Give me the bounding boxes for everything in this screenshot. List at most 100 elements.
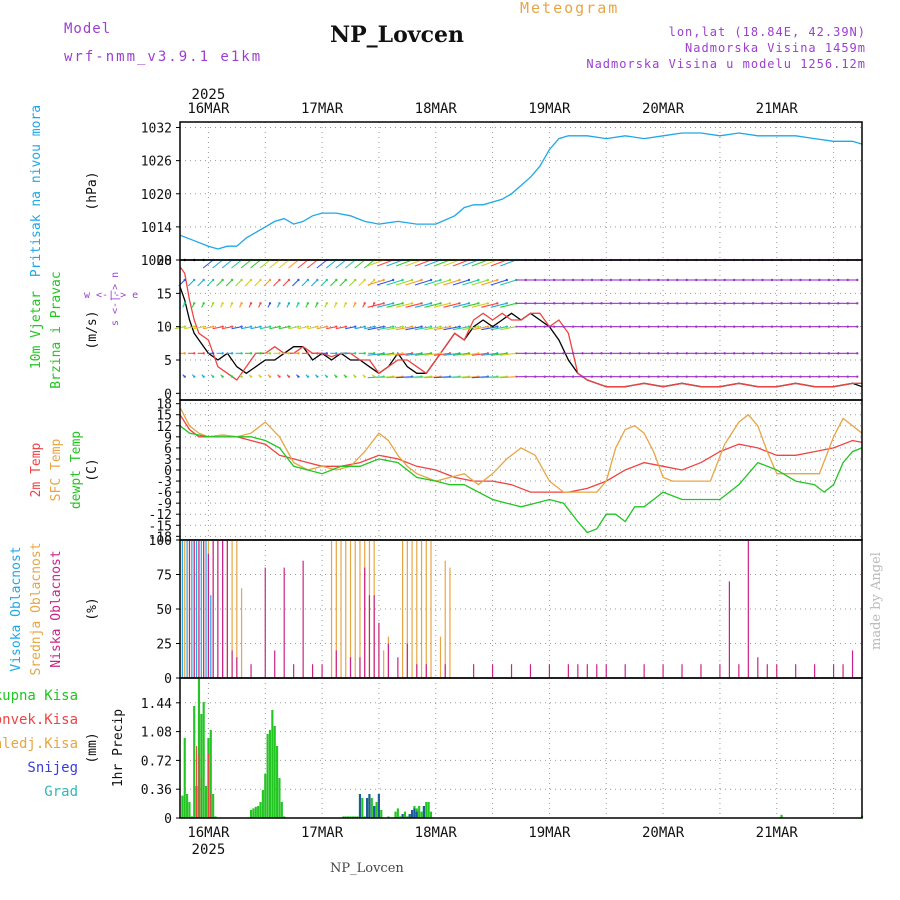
wind-arrow xyxy=(414,376,432,379)
precip-bar-total xyxy=(209,730,212,818)
wind-arrow xyxy=(395,259,413,267)
precip-bar-total xyxy=(252,808,255,818)
wind-arrow xyxy=(481,376,498,379)
precip-bar-total xyxy=(254,806,257,818)
wind-arrow-head xyxy=(268,325,272,328)
wind-arrow-head xyxy=(856,325,859,328)
wind-arrow xyxy=(462,376,479,379)
precip-bar-total xyxy=(202,702,205,818)
wind-arrow xyxy=(377,352,394,356)
precip-bar-snow xyxy=(408,814,411,818)
wind-arrow-head xyxy=(221,278,224,282)
precip-bar-total xyxy=(276,746,279,818)
tick-label-temperature: 3 xyxy=(164,453,172,468)
wind-arrow xyxy=(335,259,347,269)
wind-arrow-head xyxy=(325,375,329,378)
wind-arrow-head xyxy=(221,352,224,355)
wind-arrow xyxy=(344,259,356,269)
wind-arrow-head xyxy=(230,352,234,355)
wind-arrow-head xyxy=(249,375,253,378)
wind-arrow xyxy=(278,259,290,269)
unit-label-temperature: (C) xyxy=(85,458,100,481)
precip-legend-item: Grad xyxy=(44,784,78,800)
wind-arrow xyxy=(307,326,318,330)
wind-arrow xyxy=(288,259,299,269)
wind-arrow xyxy=(414,326,432,331)
wind-arrow xyxy=(405,259,422,267)
wind-arrow xyxy=(433,326,451,331)
wind-arrow-head xyxy=(363,325,366,328)
wind-arrow xyxy=(396,352,413,356)
precip-bar-total xyxy=(204,786,208,818)
panel-precip: 0 0.36 0.72 1.08 1.44 (mm) 1hr Precip Ukupna Ki… xyxy=(0,677,864,827)
precip-bar-total xyxy=(181,795,184,818)
wind-arrow xyxy=(443,279,460,286)
panel-ylabel-dewpt: dewpt Temp xyxy=(69,431,84,509)
wind-arrow-head xyxy=(211,278,215,282)
wind-arrow-head xyxy=(344,302,347,305)
wind-arrow-head xyxy=(372,325,376,328)
wind-direction-legend-v: s <-|-> n xyxy=(110,272,121,326)
wind-arrow xyxy=(367,279,384,286)
wind-arrow xyxy=(471,326,488,331)
series-line-temperature-SFC Temp xyxy=(179,407,863,493)
tick-label-precip: 0.72 xyxy=(141,754,172,769)
wind-arrow xyxy=(273,279,280,287)
wind-arrow xyxy=(250,259,261,269)
wind-arrow xyxy=(187,279,195,287)
wind-arrow-head xyxy=(439,278,442,282)
wind-arrow-head xyxy=(287,278,291,282)
wind-arrow-head xyxy=(193,352,196,355)
wind-arrow-head xyxy=(249,352,253,355)
wind-arrow xyxy=(405,279,422,286)
wind-arrow-head xyxy=(202,302,205,305)
wind-arrow-head xyxy=(211,352,215,355)
wind-arrow-head xyxy=(372,278,376,282)
series-line-temperature-dewpt Temp xyxy=(179,425,863,534)
wind-arrow-head xyxy=(278,352,281,355)
elevation-label: Nadmorska Visina 1459m xyxy=(685,41,866,55)
precip-bar-total xyxy=(399,816,402,818)
tick-label-clouds: 25 xyxy=(156,638,172,653)
precip-bar-convective xyxy=(200,778,202,818)
wind-arrow xyxy=(471,302,488,308)
wind-arrow-head xyxy=(505,325,508,328)
wind-arrow xyxy=(269,326,280,330)
wind-arrow xyxy=(231,259,242,269)
wind-arrow-head xyxy=(420,325,423,328)
wind-arrow-head xyxy=(193,325,196,328)
wind-arrow-head xyxy=(458,302,461,305)
wind-arrow xyxy=(452,326,470,331)
wind-arrow xyxy=(203,326,214,330)
wind-arrow xyxy=(386,326,403,331)
wind-arrow-head xyxy=(401,302,404,305)
precip-bar-total xyxy=(418,806,421,818)
wind-arrow xyxy=(225,279,233,287)
wind-arrow xyxy=(363,259,375,269)
wind-arrow-head xyxy=(401,278,404,282)
wind-arrow xyxy=(325,259,337,269)
wind-arrow-head xyxy=(268,278,272,282)
wind-arrow-head xyxy=(325,352,329,355)
wind-arrow-head xyxy=(240,375,243,378)
precip-bar-total xyxy=(394,811,397,818)
wind-arrow-head xyxy=(505,278,508,282)
wind-arrow-head xyxy=(448,302,452,305)
wind-arrow xyxy=(490,279,507,286)
tick-label-precip: 0.36 xyxy=(141,783,172,798)
wind-arrow-head xyxy=(477,302,480,305)
wind-arrow xyxy=(490,302,507,308)
wind-arrow xyxy=(326,326,337,330)
wind-arrow-head xyxy=(297,352,300,355)
wind-arrow xyxy=(500,352,517,356)
tick-label-temperature: -9 xyxy=(156,497,172,512)
wind-arrow xyxy=(481,326,498,331)
wind-arrow-head xyxy=(259,278,262,282)
wind-arrow xyxy=(433,376,450,379)
wind-arrow xyxy=(250,326,261,330)
wind-arrow xyxy=(259,259,271,269)
wind-arrow-head xyxy=(259,302,262,305)
wind-arrow-head xyxy=(391,278,395,282)
tick-label-clouds: 50 xyxy=(156,603,172,618)
wind-arrow-head xyxy=(297,375,300,378)
